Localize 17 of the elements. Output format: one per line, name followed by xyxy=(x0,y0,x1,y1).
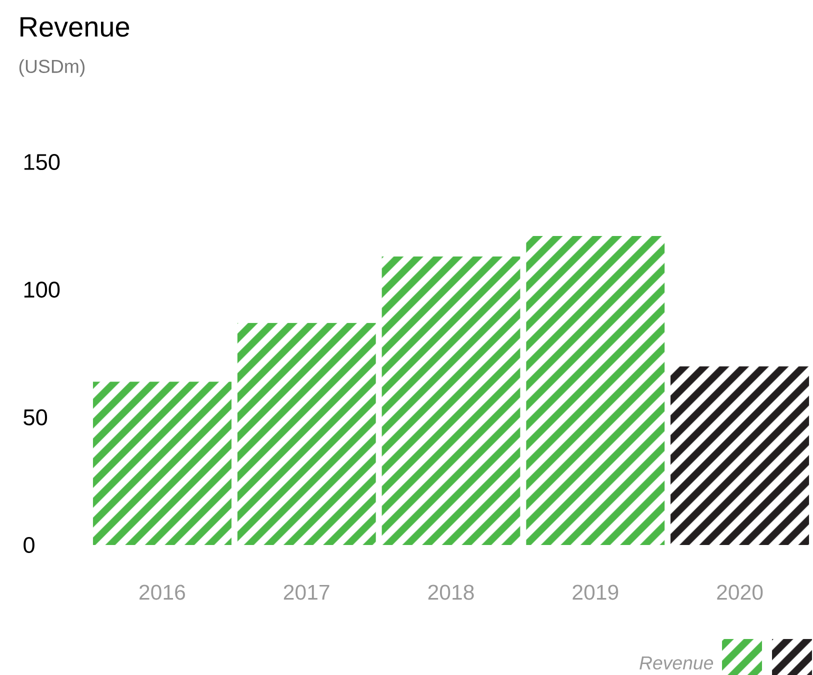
bar xyxy=(92,382,232,545)
x-tick-label: 2019 xyxy=(572,584,618,600)
y-tick-label: 100 xyxy=(24,282,60,298)
x-tick-label: 2018 xyxy=(428,584,474,600)
bar xyxy=(670,366,810,545)
chart-subtitle: (USDm) xyxy=(19,59,84,77)
y-tick-label: 50 xyxy=(24,409,48,426)
text: Revenue xyxy=(640,656,714,670)
x-tick-label: 2017 xyxy=(284,584,330,600)
y-tick-label: 0 xyxy=(24,536,34,554)
x-tick-label: 2020 xyxy=(717,584,763,600)
bar xyxy=(526,236,665,545)
bar xyxy=(382,256,520,545)
y-tick-label: 150 xyxy=(24,154,60,170)
bar xyxy=(237,322,376,545)
x-tick-label: 2016 xyxy=(140,584,185,600)
chart-title: Revenue xyxy=(20,17,130,37)
